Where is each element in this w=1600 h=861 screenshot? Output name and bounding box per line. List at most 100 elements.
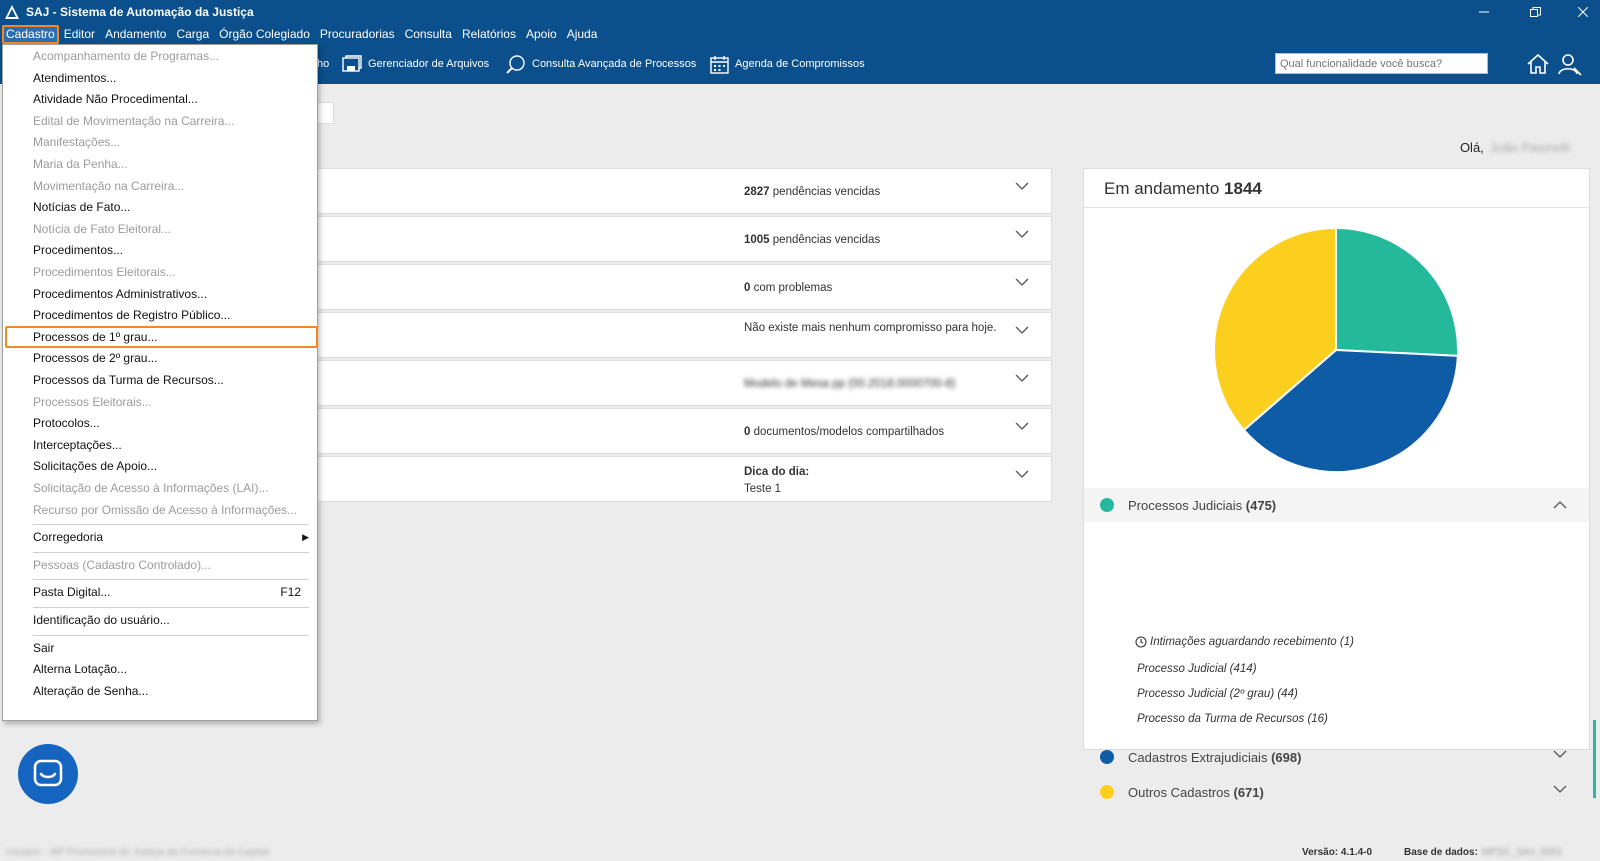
menu-item-label: Processos da Turma de Recursos... [33,373,224,387]
menu-item[interactable]: Atividade Não Procedimental... [3,88,317,110]
greeting-user: João Pasinelli [1489,140,1570,155]
menu-item[interactable]: Notícias de Fato... [3,196,317,218]
menu-cadastro[interactable]: Cadastro [2,24,59,44]
menu-item[interactable]: Identificação do usuário... [3,609,317,631]
version-label: Versão: [1302,847,1339,858]
small-input-box[interactable] [316,102,334,124]
menu-separator [33,579,309,581]
card-num: 2827 [744,186,770,198]
menu-andamento[interactable]: Andamento [105,26,167,41]
advanced-search-button[interactable]: Consulta Avançada de Processos [506,53,696,75]
menu-item: Acompanhamento de Programas... [3,45,317,67]
menu-item: Maria da Penha... [3,153,317,175]
panel-total: 1844 [1224,179,1262,198]
status-database: Base de dados: MPSC_SAJ_0001 [1404,847,1563,858]
menu-ajuda[interactable]: Ajuda [566,26,598,41]
menu-separator [33,524,309,526]
pie-slice-2[interactable] [1213,226,1337,432]
menu-item-label: Acompanhamento de Programas... [33,49,220,63]
chat-button[interactable] [18,744,78,804]
user-profile-icon[interactable] [1558,52,1582,76]
home-icon[interactable] [1526,52,1550,76]
pie-slice-0[interactable] [1335,226,1459,357]
menu-relatorios[interactable]: Relatórios [461,26,516,41]
chevron-down-icon[interactable] [1553,749,1567,759]
menu-item[interactable]: Procedimentos... [3,239,317,261]
menu-item[interactable]: Solicitações de Apoio... [3,455,317,477]
menu-item[interactable]: Protocolos... [3,412,317,434]
menu-item[interactable]: Alteração de Senha... [3,680,317,702]
menu-item[interactable]: Atendimentos... [3,67,317,89]
saj-logo-icon [5,5,19,19]
subitem-label: Intimações aguardando recebimento (1) [1150,636,1354,648]
subitem-turma-recursos[interactable]: Processo da Turma de Recursos (16) [1137,713,1328,725]
menu-item-label: Maria da Penha... [33,157,128,171]
menu-procuradorias[interactable]: Procuradorias [319,26,395,41]
legend-cadastros-extrajudiciais[interactable]: Cadastros Extrajudiciais (698) [1084,740,1589,774]
legend-outros-cadastros[interactable]: Outros Cadastros (671) [1084,775,1589,809]
chevron-down-icon[interactable] [1015,181,1029,191]
toolbar-partial-button[interactable]: ho [317,53,329,75]
chevron-down-icon[interactable] [1015,325,1029,335]
card-num: 0 [744,426,751,438]
menu-item-label: Processos Eleitorais... [33,394,152,409]
legend-label-text: Outros Cadastros [1128,784,1230,800]
card-text: Dica do dia: Teste 1 [744,464,1004,498]
menu-editor[interactable]: Editor [63,26,96,41]
chevron-down-icon[interactable] [1015,373,1029,383]
minimize-button[interactable] [1467,0,1501,24]
menu-item[interactable]: Processos de 1º grau... [5,325,318,348]
close-button[interactable] [1566,0,1600,24]
cadastro-dropdown-menu: Acompanhamento de Programas... Atendiment… [2,44,318,721]
menu-item-label: Notícias de Fato... [33,200,131,215]
menu-item[interactable]: Procedimentos de Registro Público... [3,304,317,326]
menu-item: Movimentação na Carreira... [3,175,317,197]
chevron-down-icon[interactable] [1015,277,1029,287]
menu-item-label: Processos de 1º grau... [33,329,158,344]
menu-orgao-colegiado[interactable]: Órgão Colegiado [219,26,310,41]
menu-item[interactable]: Pasta Digital... F12 [3,581,317,603]
chevron-down-icon[interactable] [1015,229,1029,239]
menu-item: Pessoas (Cadastro Controlado)... [3,554,317,576]
menu-item[interactable]: Interceptações... [3,434,317,456]
legend-label-text: Processos Judiciais [1128,497,1243,513]
subitem-processo-judicial[interactable]: Processo Judicial (414) [1137,663,1257,675]
chevron-up-icon[interactable] [1553,500,1567,510]
menu-consulta[interactable]: Consulta [404,26,452,41]
menu-separator [33,607,309,608]
functionality-search-input[interactable] [1275,53,1488,74]
legend-dot [1100,750,1114,764]
legend-label: Cadastros Extrajudiciais (698) [1128,750,1301,765]
calendar-button[interactable]: Agenda de Compromissos [710,53,865,75]
card-text: 0 com problemas [744,280,1004,297]
file-manager-label: Gerenciador de Arquivos [368,58,490,70]
menu-item-label: Sair [33,640,55,655]
menu-item[interactable]: Processos da Turma de Recursos... [3,369,317,391]
legend-processos-judiciais[interactable]: Processos Judiciais (475) [1084,488,1589,522]
version-value: 4.1.4-0 [1340,847,1373,858]
menu-item: Notícia de Fato Eleitoral... [3,218,317,240]
menu-item[interactable]: Processos de 2º grau... [3,347,317,369]
restore-button[interactable] [1518,0,1552,24]
menu-item-label: Procedimentos... [33,243,124,258]
menu-item-label: Manifestações... [33,135,121,150]
subitem-intimacoes[interactable]: Intimações aguardando recebimento (1) [1135,636,1354,648]
menu-item[interactable]: Alterna Lotação... [3,658,317,680]
legend-count: (671) [1233,784,1264,800]
menu-carga[interactable]: Carga [176,26,210,41]
menu-item[interactable]: Procedimentos Administrativos... [3,283,317,305]
window-title: SAJ - Sistema de Automação da Justiça [26,5,254,19]
pie-slice-1[interactable] [1242,348,1459,473]
minimize-icon [1479,11,1489,13]
chevron-down-icon[interactable] [1015,469,1029,479]
file-manager-button[interactable]: Gerenciador de Arquivos [342,53,489,75]
status-user: Usuário - 38ª Promotoria de Justiça da C… [6,847,269,858]
menu-apoio[interactable]: Apoio [525,26,557,41]
chevron-down-icon[interactable] [1553,784,1567,794]
menu-item[interactable]: Corregedoria ▶ [3,526,317,548]
scrollbar-accent[interactable] [1593,720,1596,798]
card-text: 0 documentos/modelos compartilhados [744,424,1004,441]
subitem-processo-2-grau[interactable]: Processo Judicial (2º grau) (44) [1137,688,1298,700]
chevron-down-icon[interactable] [1015,421,1029,431]
menu-item[interactable]: Sair [3,637,317,659]
